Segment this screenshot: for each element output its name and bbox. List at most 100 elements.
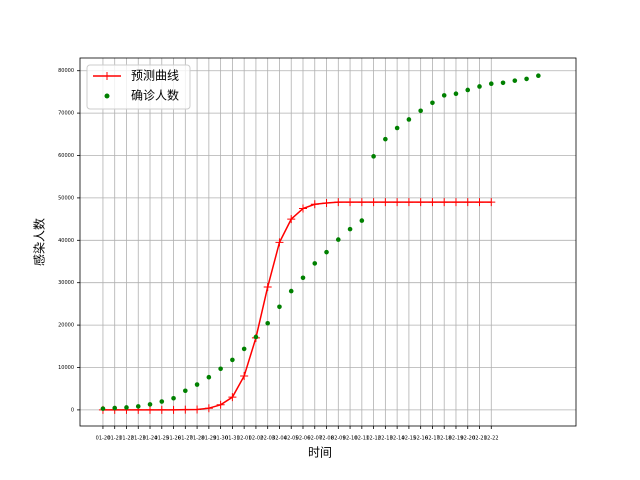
legend-label: 确诊人数 xyxy=(131,88,179,103)
scatter-point xyxy=(371,154,376,159)
x-tick-label: 01-24 xyxy=(143,436,158,442)
scatter-point xyxy=(194,382,200,387)
x-tick-label: 02-17 xyxy=(425,436,440,442)
line-marker xyxy=(146,405,155,414)
line-marker xyxy=(487,198,496,207)
scatter-point xyxy=(500,80,506,86)
line-marker xyxy=(393,198,402,207)
prediction-line xyxy=(102,201,492,411)
scatter-point xyxy=(488,81,494,87)
x-tick-label: 02-11 xyxy=(355,436,370,442)
scatter-point xyxy=(159,399,165,404)
plot-frame xyxy=(79,57,577,427)
scatter-point xyxy=(277,304,282,310)
scatter-point xyxy=(536,73,541,79)
y-tick-label: 80000 xyxy=(58,68,74,74)
scatter-point xyxy=(453,91,459,97)
line-marker xyxy=(463,198,472,207)
scatter-point xyxy=(241,346,247,352)
scatter-point xyxy=(418,108,423,114)
scatter-point xyxy=(406,117,412,122)
scatter-point xyxy=(183,388,188,394)
scatter-point xyxy=(347,226,353,232)
scatter-point xyxy=(300,275,306,281)
line-marker xyxy=(381,198,390,207)
x-tick-label: 01-29 xyxy=(202,436,217,442)
scatter-point xyxy=(524,76,529,82)
line-marker xyxy=(228,393,237,402)
scatter-point xyxy=(206,374,212,380)
scatter-point xyxy=(477,84,482,89)
line-marker xyxy=(216,400,225,409)
scatter-point xyxy=(465,87,471,93)
scatter-point xyxy=(288,288,294,294)
y-axis-label: 感染人数 xyxy=(32,218,47,266)
x-tick-label: 01-26 xyxy=(166,436,181,442)
x-tick-label: 02-09 xyxy=(331,436,346,442)
line-marker xyxy=(346,198,355,207)
line-marker xyxy=(475,198,484,207)
y-tick-label: 50000 xyxy=(58,195,74,201)
x-tick-label: 02-02 xyxy=(249,436,264,442)
line-marker xyxy=(322,198,331,207)
line-marker xyxy=(240,371,249,380)
y-tick-label: 20000 xyxy=(58,323,74,329)
x-tick-label: 02-05 xyxy=(284,436,299,442)
y-tick-label: 60000 xyxy=(58,153,74,159)
y-tick-label: 10000 xyxy=(58,365,74,371)
x-axis-label: 时间 xyxy=(308,446,332,460)
line-marker xyxy=(169,405,178,414)
scatter-point xyxy=(124,405,129,410)
line-marker xyxy=(275,238,284,247)
line-marker xyxy=(357,198,366,207)
scatter-point xyxy=(324,249,329,255)
x-tick-label: 02-06 xyxy=(296,436,311,442)
x-tick-label: 01-21 xyxy=(107,436,122,442)
line-marker xyxy=(451,198,460,207)
x-tick-label: 02-03 xyxy=(260,436,275,442)
x-tick-label: 02-15 xyxy=(402,436,417,442)
x-tick-label: 01-30 xyxy=(213,436,228,442)
x-tick-label: 01-22 xyxy=(119,436,134,442)
x-tick-label: 02-13 xyxy=(378,436,393,442)
line-marker xyxy=(298,204,307,213)
line-marker xyxy=(263,282,272,291)
x-tick-label: 01-31 xyxy=(225,436,240,442)
x-tick-label: 02-16 xyxy=(413,436,428,442)
scatter-point xyxy=(147,402,153,407)
scatter-point xyxy=(171,395,176,401)
line-marker xyxy=(204,404,213,413)
y-tick-label: 30000 xyxy=(58,280,74,286)
line-marker xyxy=(440,198,449,207)
x-tick-label: 02-18 xyxy=(437,436,452,442)
x-tick-label: 01-20 xyxy=(96,436,111,442)
y-tick-label: 0 xyxy=(71,407,74,413)
scatter-point xyxy=(394,125,400,131)
scatter-point xyxy=(312,261,318,266)
y-tick-label: 40000 xyxy=(58,238,74,244)
x-tick-label: 02-20 xyxy=(460,436,475,442)
line-marker xyxy=(334,198,343,207)
x-tick-label: 01-25 xyxy=(155,436,170,442)
x-tick-label: 01-28 xyxy=(190,436,205,442)
line-marker xyxy=(157,405,166,414)
x-tick-label: 01-27 xyxy=(178,436,193,442)
x-tick-label: 02-21 xyxy=(472,436,487,442)
scatter-point xyxy=(230,357,235,363)
scatter-point xyxy=(359,218,365,223)
x-tick-label: 02-14 xyxy=(390,436,405,442)
scatter-point xyxy=(335,237,341,242)
line-marker xyxy=(404,198,413,207)
line-marker xyxy=(287,215,296,224)
x-tick-label: 02-12 xyxy=(366,436,381,442)
scatter-point xyxy=(512,78,518,83)
x-tick-label: 02-04 xyxy=(272,436,287,442)
line-marker xyxy=(369,198,378,207)
x-tick-label: 02-08 xyxy=(319,436,334,442)
x-tick-label: 02-07 xyxy=(307,436,322,442)
x-tick-label: 02-10 xyxy=(343,436,358,442)
scatter-point xyxy=(112,405,118,411)
scatter-point xyxy=(135,404,141,409)
